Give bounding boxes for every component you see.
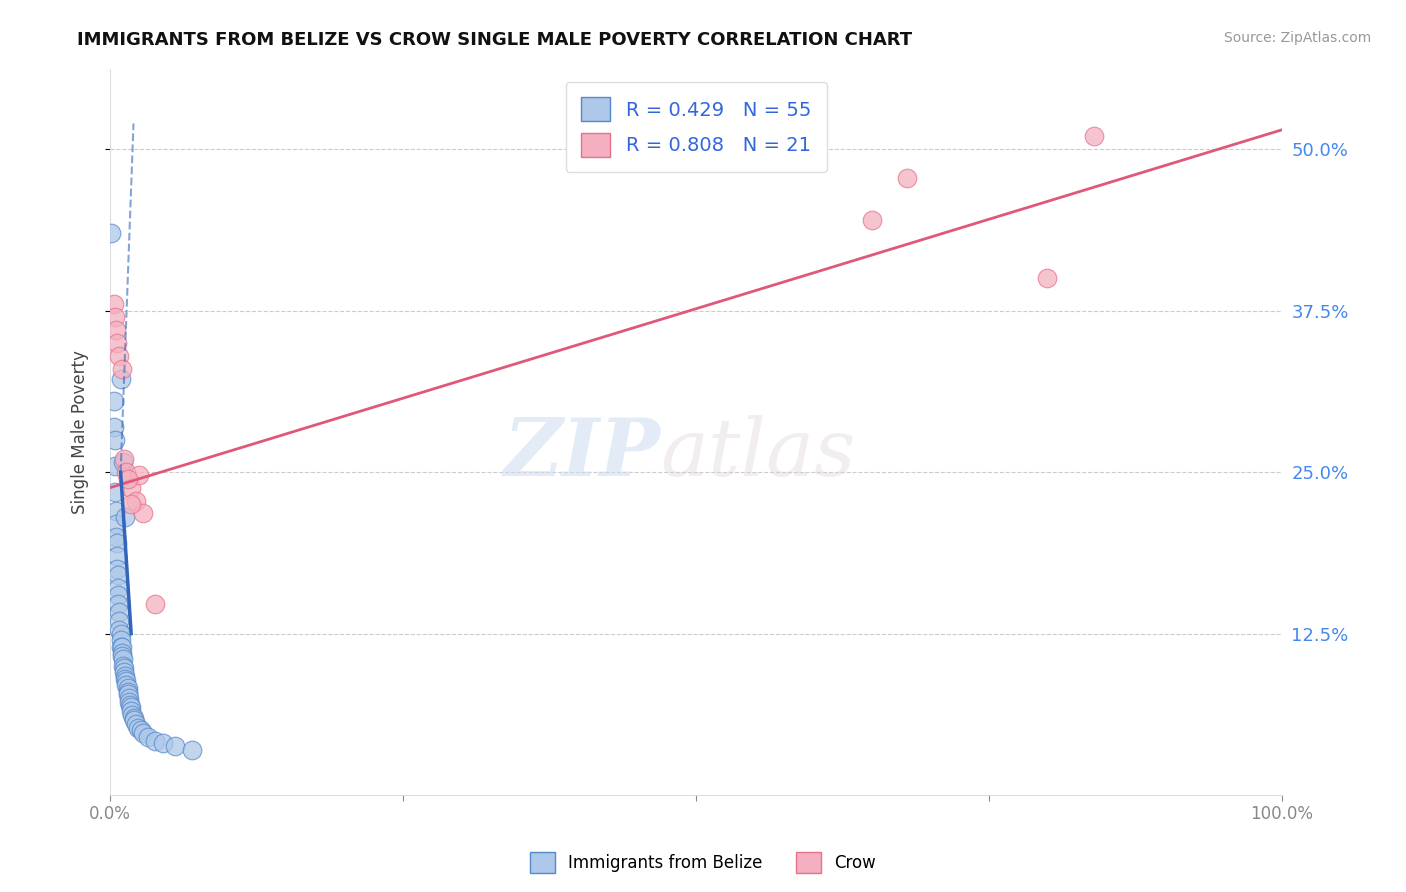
Point: [105, 549, 128, 563]
Point: [108, 605, 131, 619]
Point: [103, 297, 125, 311]
Point: [111, 361, 134, 376]
Point: [181, 743, 204, 757]
Point: [104, 458, 127, 473]
Point: [801, 136, 824, 150]
Point: [120, 700, 142, 714]
Point: [110, 640, 132, 654]
Point: [1036, 271, 1059, 285]
Point: [111, 659, 134, 673]
Point: [132, 507, 155, 521]
Point: [111, 646, 134, 660]
Point: [860, 213, 883, 227]
Point: [111, 648, 134, 663]
Point: [120, 481, 142, 495]
Point: [117, 684, 139, 698]
Point: [111, 640, 134, 654]
Point: [104, 323, 127, 337]
Point: [115, 465, 138, 479]
Point: [114, 510, 136, 524]
Point: [118, 695, 141, 709]
Point: [105, 536, 128, 550]
Legend: Immigrants from Belize, Crow: Immigrants from Belize, Crow: [523, 846, 883, 880]
Point: [107, 582, 129, 596]
Point: [163, 739, 186, 753]
Y-axis label: Single Male Poverty: Single Male Poverty: [72, 350, 89, 514]
Point: [121, 708, 143, 723]
Point: [111, 455, 134, 469]
Point: [117, 681, 139, 695]
Point: [108, 349, 131, 363]
Point: [111, 652, 134, 666]
Point: [143, 597, 166, 611]
Point: [107, 568, 129, 582]
Point: [110, 633, 132, 648]
Point: [108, 623, 131, 637]
Point: [103, 420, 125, 434]
Point: [1083, 129, 1105, 144]
Point: [115, 678, 138, 692]
Point: [110, 626, 132, 640]
Point: [112, 665, 135, 680]
Point: [107, 597, 129, 611]
Text: Source: ZipAtlas.com: Source: ZipAtlas.com: [1223, 31, 1371, 45]
Point: [128, 467, 150, 482]
Point: [132, 726, 155, 740]
Point: [122, 713, 145, 727]
Point: [104, 310, 127, 325]
Text: atlas: atlas: [661, 415, 856, 492]
Text: IMMIGRANTS FROM BELIZE VS CROW SINGLE MALE POVERTY CORRELATION CHART: IMMIGRANTS FROM BELIZE VS CROW SINGLE MA…: [77, 31, 912, 49]
Point: [896, 170, 918, 185]
Point: [120, 498, 142, 512]
Point: [104, 516, 127, 531]
Point: [118, 691, 141, 706]
Point: [103, 394, 125, 409]
Point: [104, 504, 127, 518]
Point: [118, 698, 141, 712]
Point: [115, 674, 138, 689]
Point: [114, 669, 136, 683]
Point: [125, 717, 148, 731]
Point: [104, 484, 127, 499]
Point: [136, 730, 159, 744]
Point: [107, 588, 129, 602]
Point: [117, 687, 139, 701]
Point: [100, 226, 122, 240]
Point: [143, 734, 166, 748]
Point: [110, 372, 132, 386]
Text: ZIP: ZIP: [503, 415, 661, 492]
Point: [112, 661, 135, 675]
Point: [108, 614, 131, 628]
Point: [104, 530, 127, 544]
Point: [117, 472, 139, 486]
Point: [152, 736, 174, 750]
Point: [105, 336, 128, 351]
Point: [120, 704, 142, 718]
Point: [129, 723, 152, 738]
Point: [766, 129, 789, 144]
Point: [105, 562, 128, 576]
Legend: R = 0.429   N = 55, R = 0.808   N = 21: R = 0.429 N = 55, R = 0.808 N = 21: [565, 82, 827, 172]
Point: [125, 493, 148, 508]
Point: [114, 672, 136, 686]
Point: [104, 433, 127, 447]
Point: [112, 452, 135, 467]
Point: [127, 721, 149, 735]
Point: [122, 710, 145, 724]
